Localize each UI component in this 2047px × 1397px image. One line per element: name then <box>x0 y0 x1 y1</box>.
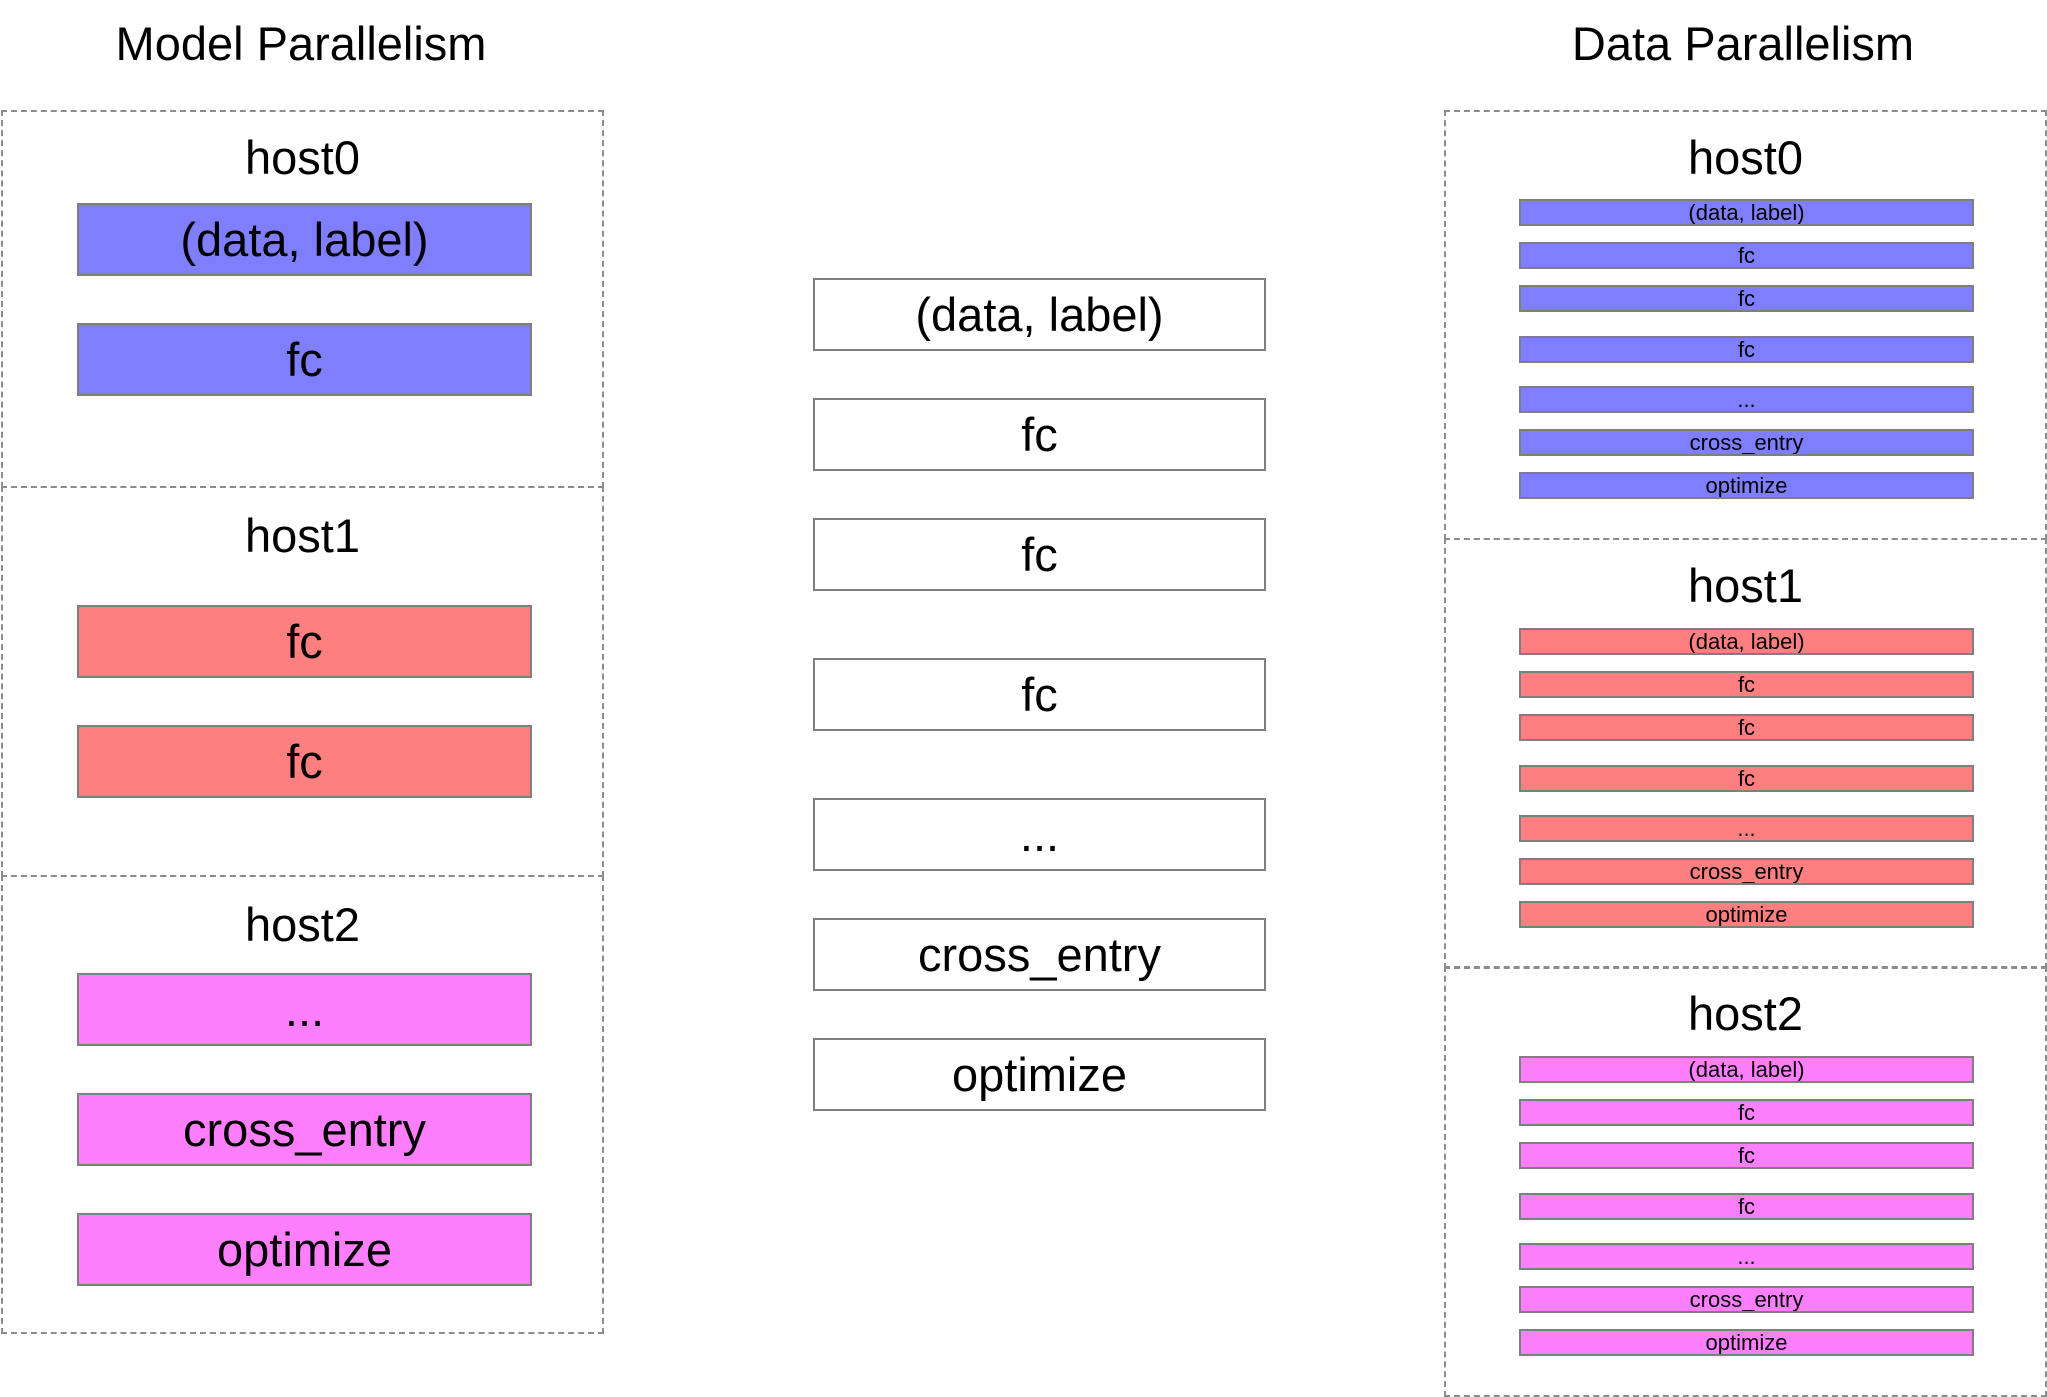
layer-block: fc <box>1519 336 1974 363</box>
layer-block: (data, label) <box>77 203 532 276</box>
network-layer-block: optimize <box>813 1038 1266 1111</box>
layer-block: fc <box>77 725 532 798</box>
host-label: host0 <box>1688 131 1803 184</box>
network-layer-block: ... <box>813 798 1266 871</box>
layer-block: cross_entry <box>1519 858 1974 885</box>
data-host2-box: host2 (data, label) fc fc fc ... cross_e… <box>1444 966 2047 1397</box>
layer-block: optimize <box>1519 901 1974 928</box>
model-parallelism-title: Model Parallelism <box>115 17 487 70</box>
host-label: host2 <box>1688 987 1803 1040</box>
network-layer-block: fc <box>813 658 1266 731</box>
model-host2-box: host2 ... cross_entry optimize <box>1 875 604 1334</box>
layer-block: ... <box>1519 386 1974 413</box>
layer-block: cross_entry <box>1519 429 1974 456</box>
layer-block: optimize <box>77 1213 532 1286</box>
layer-block: cross_entry <box>77 1093 532 1166</box>
layer-block: fc <box>1519 242 1974 269</box>
layer-block: fc <box>1519 1193 1974 1220</box>
layer-block: optimize <box>1519 472 1974 499</box>
layer-block: fc <box>1519 765 1974 792</box>
layer-block: ... <box>77 973 532 1046</box>
layer-block: (data, label) <box>1519 628 1974 655</box>
host-label: host0 <box>245 131 360 184</box>
layer-block: fc <box>1519 1142 1974 1169</box>
layer-block: fc <box>1519 1099 1974 1126</box>
network-layer-block: cross_entry <box>813 918 1266 991</box>
layer-block: fc <box>1519 714 1974 741</box>
data-host0-box: host0 (data, label) fc fc fc ... cross_e… <box>1444 110 2047 540</box>
layer-block: (data, label) <box>1519 1056 1974 1083</box>
model-host0-box: host0 (data, label) fc <box>1 110 604 488</box>
host-label: host2 <box>245 898 360 951</box>
layer-block: fc <box>1519 671 1974 698</box>
host-label: host1 <box>1688 559 1803 612</box>
network-layer-block: (data, label) <box>813 278 1266 351</box>
layer-block: fc <box>1519 285 1974 312</box>
layer-block: cross_entry <box>1519 1286 1974 1313</box>
layer-block: fc <box>77 605 532 678</box>
data-host1-box: host1 (data, label) fc fc fc ... cross_e… <box>1444 538 2047 969</box>
layer-block: optimize <box>1519 1329 1974 1356</box>
layer-block: fc <box>77 323 532 396</box>
network-layer-block: fc <box>813 398 1266 471</box>
model-host1-box: host1 fc fc <box>1 486 604 877</box>
data-parallelism-title: Data Parallelism <box>1571 17 1915 70</box>
host-label: host1 <box>245 509 360 562</box>
network-layer-block: fc <box>813 518 1266 591</box>
layer-block: ... <box>1519 1243 1974 1270</box>
layer-block: (data, label) <box>1519 199 1974 226</box>
layer-block: ... <box>1519 815 1974 842</box>
